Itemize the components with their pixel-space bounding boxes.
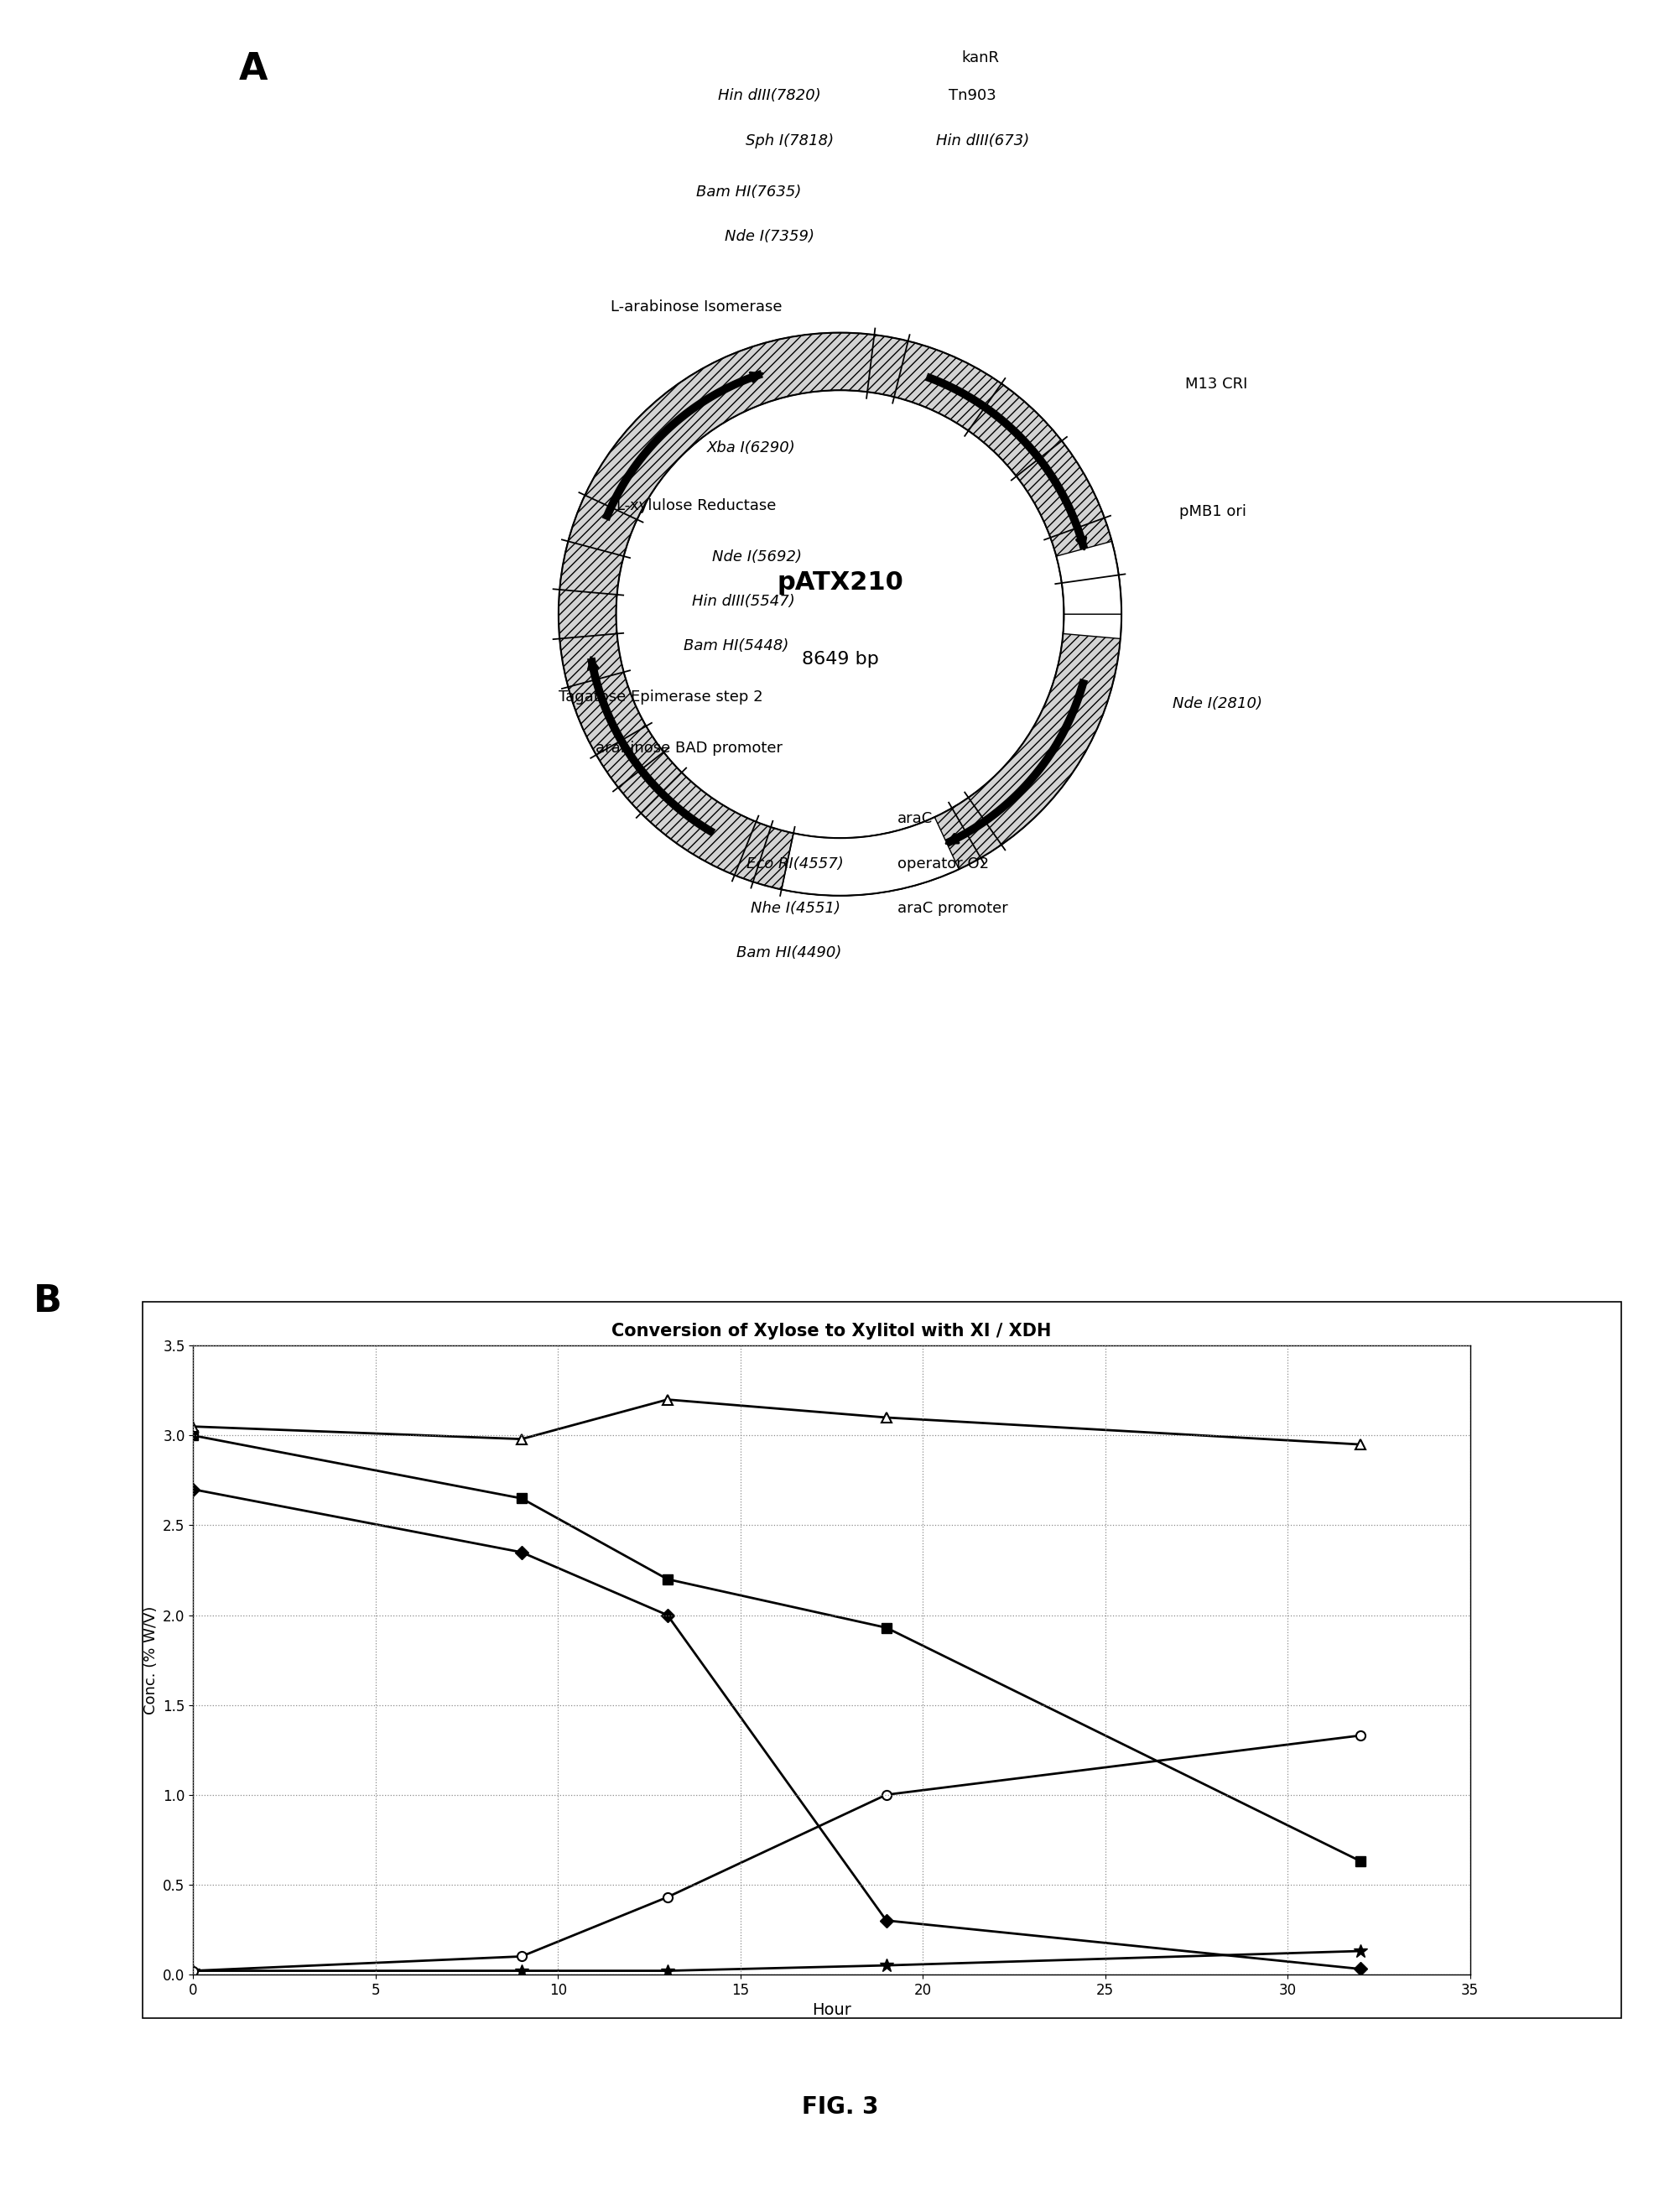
L-
Arabinose: [183, 1414, 203, 1441]
Glucose: [657, 1602, 677, 1628]
X-axis label: Hour: Hour: [811, 2003, 852, 2018]
Text: operator O2: operator O2: [897, 856, 990, 871]
Arabitol: [511, 1957, 531, 1983]
D-Xylose: [511, 1485, 531, 1511]
Xylitol: [511, 1943, 531, 1970]
Text: M13 CRI: M13 CRI: [1186, 377, 1248, 390]
L-
Arabinose: [1351, 1432, 1371, 1458]
Wedge shape: [781, 816, 959, 896]
Text: Sph I(7818): Sph I(7818): [746, 132, 833, 148]
Y-axis label: Conc. (% W/V): Conc. (% W/V): [143, 1606, 158, 1714]
Arabitol: [877, 1952, 897, 1979]
Text: L-xylulose Reductase: L-xylulose Reductase: [617, 499, 776, 514]
Text: Hin dIII(673): Hin dIII(673): [936, 132, 1030, 148]
Glucose: [877, 1908, 897, 1935]
Text: B: B: [34, 1284, 62, 1319]
Text: pATX210: pATX210: [776, 569, 904, 593]
Arabitol: [183, 1957, 203, 1983]
Arabitol: [657, 1957, 677, 1983]
Text: Tn903: Tn903: [949, 88, 996, 104]
Text: Bam HI(5448): Bam HI(5448): [684, 638, 790, 653]
Text: pMB1 ori: pMB1 ori: [1179, 505, 1247, 518]
Glucose: [511, 1540, 531, 1566]
Text: araC: araC: [897, 812, 932, 827]
Text: Hin dIII(5547): Hin dIII(5547): [692, 593, 795, 609]
Wedge shape: [1057, 540, 1122, 613]
Text: Tagatose Epimerase step 2: Tagatose Epimerase step 2: [559, 690, 763, 706]
L-
Arabinose: [877, 1405, 897, 1432]
D-Xylose: [1351, 1849, 1371, 1875]
Line: Glucose: Glucose: [188, 1485, 1366, 1974]
D-Xylose: [657, 1566, 677, 1593]
Xylitol: [1351, 1723, 1371, 1749]
Text: Nhe I(4551): Nhe I(4551): [751, 900, 840, 915]
Glucose: [1351, 1957, 1371, 1983]
Text: araC promoter: araC promoter: [897, 900, 1008, 915]
Text: Bam HI(7635): Bam HI(7635): [697, 185, 801, 199]
Wedge shape: [558, 333, 1122, 896]
Line: Arabitol: Arabitol: [186, 1943, 1368, 1979]
Xylitol: [183, 1957, 203, 1983]
Line: Xylitol: Xylitol: [188, 1732, 1366, 1974]
Text: 8649 bp: 8649 bp: [801, 651, 879, 668]
Wedge shape: [1063, 613, 1122, 640]
D-Xylose: [877, 1615, 897, 1641]
Text: Nde I(7359): Nde I(7359): [724, 229, 815, 245]
Title: Conversion of Xylose to Xylitol with XI / XDH: Conversion of Xylose to Xylitol with XI …: [612, 1324, 1052, 1339]
D-Xylose: [183, 1423, 203, 1449]
Text: Nde I(5692): Nde I(5692): [712, 549, 801, 565]
L-
Arabinose: [657, 1385, 677, 1412]
L-
Arabinose: [511, 1425, 531, 1452]
Text: Eco RI(4557): Eco RI(4557): [746, 856, 843, 871]
Glucose: [183, 1476, 203, 1502]
Text: Hin dIII(7820): Hin dIII(7820): [717, 88, 822, 104]
Text: Nde I(2810): Nde I(2810): [1173, 697, 1262, 710]
Text: FIG. 3: FIG. 3: [801, 2096, 879, 2118]
Arabitol: [1351, 1937, 1371, 1963]
Text: kanR: kanR: [961, 51, 1000, 66]
Line: L-
Arabinose: L- Arabinose: [188, 1394, 1366, 1449]
Xylitol: [657, 1884, 677, 1910]
Text: Xba I(6290): Xba I(6290): [707, 441, 795, 454]
Line: D-Xylose: D-Xylose: [188, 1432, 1366, 1866]
Text: L-arabinose Isomerase: L-arabinose Isomerase: [612, 300, 783, 315]
Text: Bam HI(4490): Bam HI(4490): [736, 946, 842, 962]
Text: A: A: [239, 51, 267, 88]
Text: arabinose BAD promoter: arabinose BAD promoter: [595, 741, 783, 757]
Xylitol: [877, 1782, 897, 1809]
